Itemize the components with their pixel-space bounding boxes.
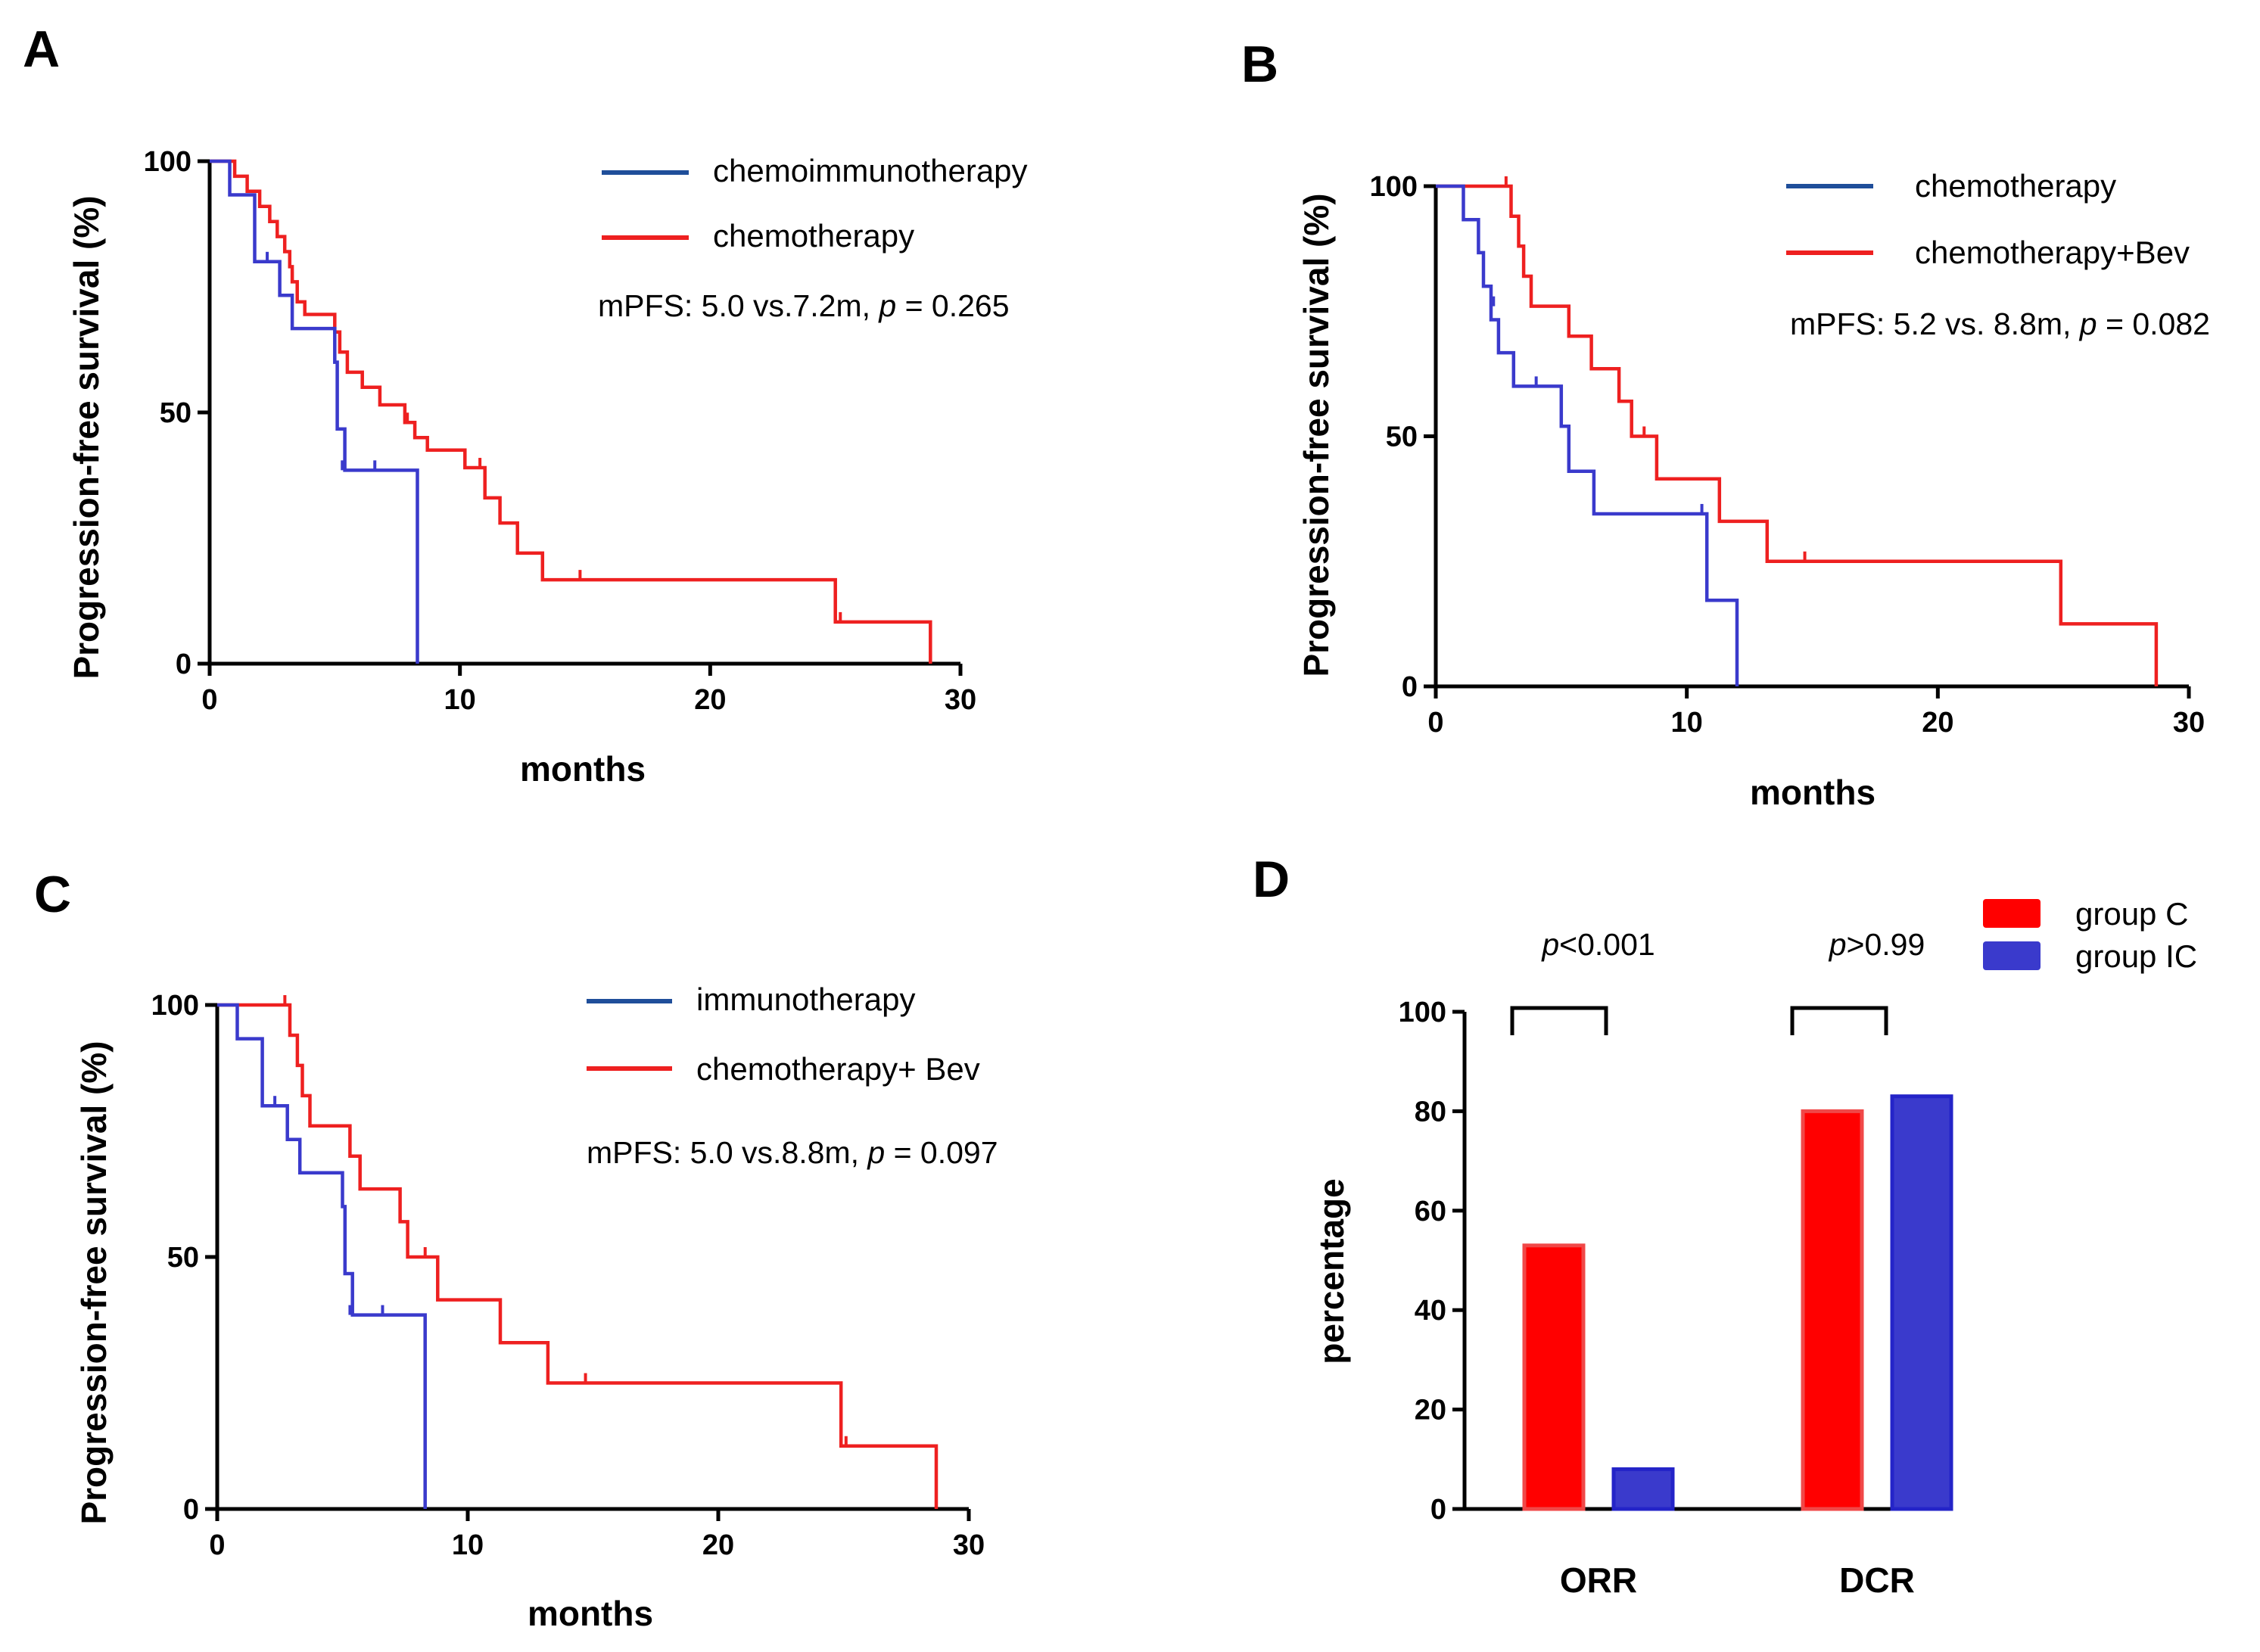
panel-a-y-tick-label: 100 (144, 146, 191, 178)
panel-d-comparison-orr: p<0.001 (1540, 927, 1655, 962)
panel-c-curve-2 (217, 1003, 939, 1509)
panel-a-plot-area: 0 50 100 0 10 20 30 (144, 146, 977, 716)
panel-b-x-tick-label: 10 (1671, 707, 1703, 739)
panel-c-legend-label-2: chemotherapy+ Bev (696, 1051, 980, 1087)
panel-b-x-label: months (1750, 773, 1876, 812)
panel-a-y-label: Progression-free survival (%) (67, 195, 106, 679)
panel-c-x-tick-label: 10 (452, 1529, 484, 1561)
panel-d-legend-swatch-2 (1983, 941, 2041, 970)
panel-letter-c: C (34, 866, 71, 923)
panel-a-curve-1 (210, 159, 419, 664)
panel-b-km-plot: 0 50 100 0 10 20 30 Progression-free survival … (1297, 168, 2210, 812)
panel-c-x-label: months (528, 1594, 653, 1633)
panel-b-annotation: mPFS: 5.2 vs. 8.8m, p = 0.082 (1790, 306, 2210, 341)
panel-c-curve-1 (217, 1003, 427, 1509)
panel-c-legend: immunotherapy chemotherapy+ Bev (587, 982, 980, 1087)
panel-d-legend-label-1: group C (2075, 896, 2188, 932)
panel-b-legend-label-1: chemotherapy (1915, 168, 2116, 204)
panel-d-bar-dcr-1 (1801, 1109, 1864, 1511)
panel-c-y-label: Progression-free survival (%) (74, 1041, 114, 1524)
panel-d-y-tick-label: 80 (1415, 1096, 1446, 1128)
panel-a-x-tick-label: 20 (694, 684, 726, 716)
panel-b-y-tick-label: 0 (1402, 671, 1418, 703)
panel-d-y-tick-label: 20 (1415, 1395, 1446, 1426)
panel-letter-d: D (1253, 851, 1290, 908)
panel-b-x-tick-label: 20 (1922, 707, 1953, 739)
panel-a-y-tick-label: 0 (176, 649, 191, 680)
panel-a-km-plot: 0 50 100 0 10 20 30 Progression-free survival … (67, 146, 1028, 789)
panel-b-x-tick-label: 30 (2173, 707, 2205, 739)
panel-d-legend-swatch-1 (1983, 899, 2041, 928)
panel-c-plot-area: 0 50 100 0 10 20 30 (151, 990, 985, 1561)
panel-d-y-tick-label: 40 (1415, 1295, 1446, 1327)
panel-a-x-tick-label: 10 (444, 684, 476, 716)
panel-d-legend: group C group IC (1983, 896, 2197, 974)
panel-c-x-tick-label: 30 (953, 1529, 985, 1561)
panel-c-annotation: mPFS: 5.0 vs.8.8m, p = 0.097 (587, 1135, 998, 1170)
panel-a-legend-label-1: chemoimmunotherapy (713, 153, 1028, 188)
panel-b-x-tick-label: 0 (1427, 707, 1443, 739)
panel-d-y-tick-label: 60 (1415, 1196, 1446, 1227)
panel-a-y-tick-label: 50 (160, 397, 191, 429)
panel-d-plot-area: 0 20 40 60 80 100 ORR DCR (1399, 997, 1953, 1600)
panel-d-y-tick-label: 100 (1399, 997, 1446, 1028)
panel-c-x-tick-label: 0 (209, 1529, 225, 1561)
panel-d-x-tick-label: ORR (1560, 1560, 1637, 1600)
panel-b-y-tick-label: 50 (1386, 422, 1418, 453)
panel-a-legend: chemoimmunotherapy chemotherapy (602, 153, 1028, 254)
panel-d-y-tick-label: 0 (1430, 1494, 1446, 1526)
panel-a-x-label: months (520, 749, 646, 789)
panel-d-bar-orr-1 (1522, 1243, 1586, 1511)
panel-b-legend: chemotherapy chemotherapy+Bev (1786, 168, 2190, 270)
panel-letter-a: A (23, 20, 60, 78)
panel-d-comparison-dcr: p>0.99 (1828, 927, 1925, 962)
panel-d-bar-orr-2 (1611, 1467, 1675, 1511)
panel-b-curve-2 (1436, 184, 2159, 686)
panel-c-legend-label-1: immunotherapy (696, 982, 915, 1017)
panel-b-y-tick-label: 100 (1370, 171, 1418, 203)
panel-b-y-label: Progression-free survival (%) (1297, 193, 1336, 677)
panel-a-annotation: mPFS: 5.0 vs.7.2m, p = 0.265 (598, 288, 1010, 323)
panel-a-x-tick-label: 30 (945, 684, 976, 716)
panel-d-bracket-dcr (1790, 1006, 1888, 1035)
panel-letter-b: B (1241, 36, 1278, 93)
panel-d-bar-dcr-2 (1890, 1094, 1953, 1511)
panel-b-legend-label-2: chemotherapy+Bev (1915, 235, 2190, 270)
panel-a-x-tick-label: 0 (201, 684, 217, 716)
panel-c-x-tick-label: 20 (702, 1529, 734, 1561)
panel-c-y-tick-label: 100 (151, 990, 199, 1022)
panel-c-y-tick-label: 0 (183, 1494, 199, 1526)
panel-c-km-plot: 0 50 100 0 10 20 30 Progression-free survival … (74, 982, 998, 1633)
panel-d-legend-label-2: group IC (2075, 938, 2197, 974)
panel-d-x-tick-label: DCR (1839, 1560, 1915, 1600)
panel-b-plot-area: 0 50 100 0 10 20 30 (1370, 171, 2206, 739)
panel-a-legend-label-2: chemotherapy (713, 218, 914, 254)
panel-a-curve-2 (210, 159, 932, 664)
panel-d-bar-chart: 0 20 40 60 80 100 ORR DCR percentage group C gr… (1312, 896, 2197, 1600)
panel-d-bracket-orr (1510, 1006, 1608, 1035)
panel-d-y-label: percentage (1312, 1178, 1351, 1364)
panel-c-y-tick-label: 50 (167, 1242, 199, 1274)
panel-b-curve-1 (1436, 184, 1739, 686)
